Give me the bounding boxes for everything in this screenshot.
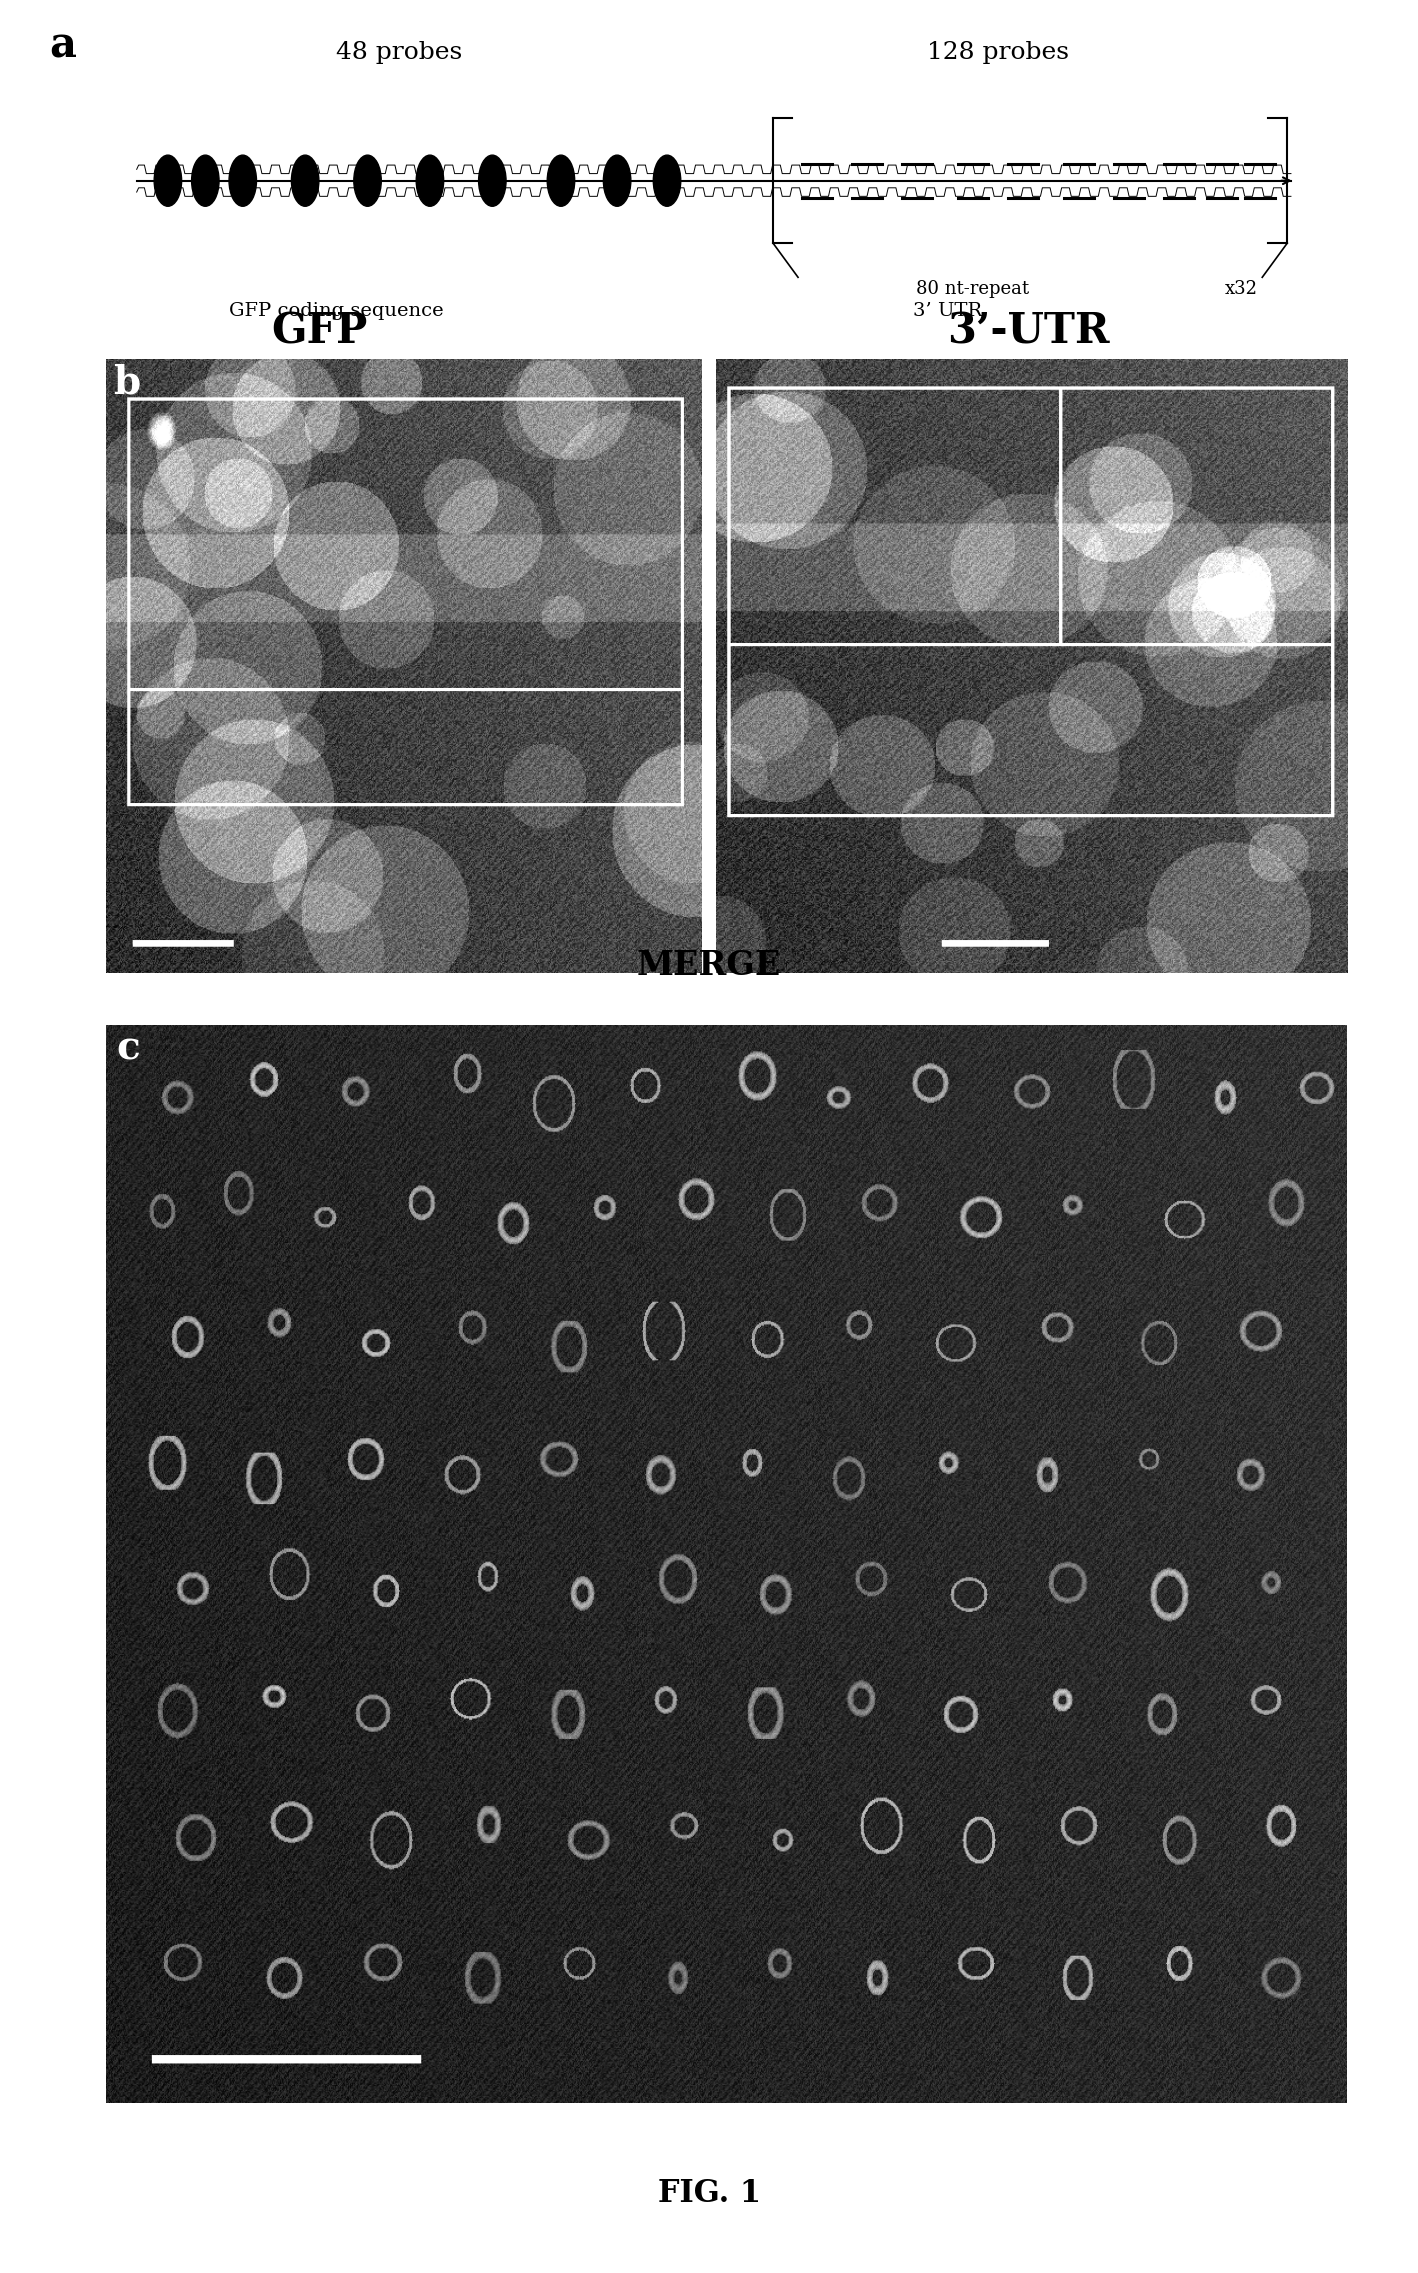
Text: MERGE: MERGE xyxy=(637,948,781,982)
Text: b: b xyxy=(113,364,140,402)
Text: 3’ UTR: 3’ UTR xyxy=(913,302,983,320)
Text: 80 nt-repeat: 80 nt-repeat xyxy=(916,280,1029,298)
Ellipse shape xyxy=(191,155,218,207)
Ellipse shape xyxy=(654,155,681,207)
Text: GFP coding sequence: GFP coding sequence xyxy=(230,302,444,320)
Ellipse shape xyxy=(604,155,631,207)
Ellipse shape xyxy=(547,155,574,207)
Text: 48 probes: 48 probes xyxy=(336,41,462,64)
Text: 128 probes: 128 probes xyxy=(927,41,1069,64)
Text: GFP: GFP xyxy=(271,311,367,352)
Text: c: c xyxy=(116,1030,140,1068)
Text: x32: x32 xyxy=(1225,280,1258,298)
Ellipse shape xyxy=(230,155,257,207)
Text: a: a xyxy=(50,25,77,66)
Text: FIG. 1: FIG. 1 xyxy=(658,2178,760,2209)
Ellipse shape xyxy=(417,155,444,207)
Ellipse shape xyxy=(155,155,182,207)
Ellipse shape xyxy=(479,155,506,207)
Ellipse shape xyxy=(354,155,381,207)
Ellipse shape xyxy=(292,155,319,207)
Text: 3’-UTR: 3’-UTR xyxy=(947,311,1109,352)
